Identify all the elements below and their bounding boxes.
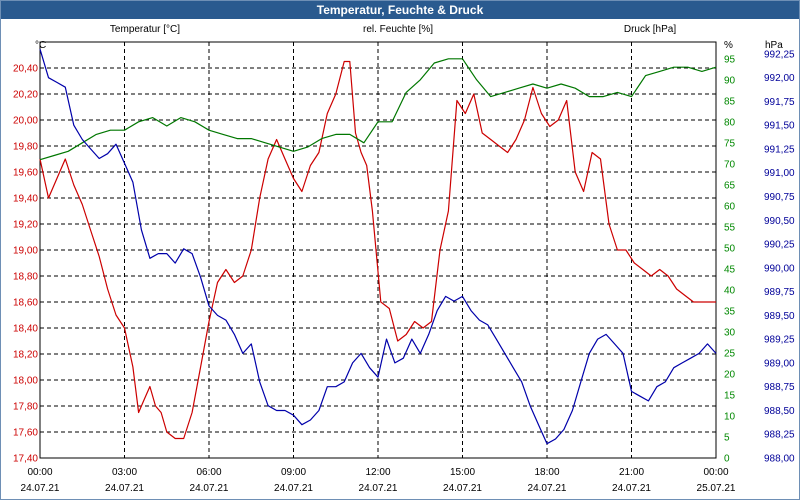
- y-right1-tick-label: 50: [724, 243, 736, 254]
- y-left-tick-label: 20,00: [13, 116, 38, 127]
- y-right1-unit: %: [724, 40, 733, 51]
- y-right2-tick-label: 991,25: [764, 144, 795, 155]
- x-tick-date: 24.07.21: [612, 483, 651, 494]
- y-left-unit: °C: [35, 40, 46, 51]
- y-right1-tick-label: 90: [724, 75, 736, 86]
- legend-humidity: rel. Feuchte [%]: [363, 24, 433, 35]
- y-right1-tick-label: 80: [724, 117, 736, 128]
- y-left-tick-label: 17,80: [13, 402, 38, 413]
- y-right1-tick-label: 65: [724, 180, 736, 191]
- y-right2-tick-label: 989,25: [764, 335, 795, 346]
- y-right1-tick-label: 70: [724, 159, 736, 170]
- series-pressure-line: [39, 48, 717, 445]
- y-right2-tick-label: 990,75: [764, 192, 795, 203]
- x-tick-date: 24.07.21: [105, 483, 144, 494]
- chart-title: Temperatur, Feuchte & Druck: [1, 1, 799, 19]
- y-right2-tick-label: 988,75: [764, 382, 795, 393]
- x-tick-time: 12:00: [365, 467, 390, 478]
- x-tick-time: 15:00: [450, 467, 475, 478]
- x-tick-time: 00:00: [703, 467, 728, 478]
- x-tick-time: 03:00: [112, 467, 137, 478]
- y-left-tick-label: 18,20: [13, 350, 38, 361]
- y-right2-tick-label: 990,50: [764, 216, 795, 227]
- y-right1-tick-label: 35: [724, 306, 736, 317]
- y-right2-tick-label: 989,50: [764, 311, 795, 322]
- x-tick-time: 09:00: [281, 467, 306, 478]
- y-right1-tick-label: 15: [724, 390, 736, 401]
- y-right2-tick-label: 992,25: [764, 49, 795, 60]
- axes: °C % hPa Temperatur [°C] rel. Feuchte [%…: [35, 24, 783, 51]
- x-tick-time: 06:00: [196, 467, 221, 478]
- y-right2-tick-label: 990,25: [764, 240, 795, 251]
- x-tick-time: 18:00: [534, 467, 559, 478]
- y-right1-tick-label: 30: [724, 327, 736, 338]
- y-left-tick-label: 18,40: [13, 324, 38, 335]
- x-tick-date: 24.07.21: [528, 483, 567, 494]
- x-tick-date: 24.07.21: [359, 483, 398, 494]
- y-right1-tick-label: 75: [724, 138, 736, 149]
- y-left-tick-label: 19,00: [13, 246, 38, 257]
- series-lines: [39, 48, 717, 445]
- y-right2-tick-label: 988,50: [764, 406, 795, 417]
- y-left-tick-label: 17,60: [13, 428, 38, 439]
- y-right2-tick-label: 989,75: [764, 287, 795, 298]
- x-tick-time: 00:00: [27, 467, 52, 478]
- y-right2-tick-label: 989,00: [764, 358, 795, 369]
- y-right1-tick-label: 85: [724, 96, 736, 107]
- y-right2-tick-label: 991,75: [764, 97, 795, 108]
- y-right2-tick-label: 992,00: [764, 73, 795, 84]
- y-right1-tick-label: 25: [724, 348, 736, 359]
- y-left-tick-label: 20,20: [13, 90, 38, 101]
- x-tick-time: 21:00: [619, 467, 644, 478]
- y-right2-tick-label: 988,00: [764, 454, 795, 465]
- y-right1-tick-label: 40: [724, 285, 736, 296]
- y-right1-tick-label: 95: [724, 54, 736, 65]
- x-tick-date: 25.07.21: [697, 483, 736, 494]
- y-right2-tick-label: 991,00: [764, 168, 795, 179]
- y-right1-tick-label: 45: [724, 264, 736, 275]
- x-tick-date: 24.07.21: [190, 483, 229, 494]
- y-right1-tick-label: 5: [724, 432, 730, 443]
- y-left-tick-label: 19,80: [13, 142, 38, 153]
- y-right1-tick-label: 10: [724, 411, 736, 422]
- y-right1-tick-label: 0: [724, 454, 730, 465]
- y-left-tick-label: 18,80: [13, 272, 38, 283]
- y-right2-tick-label: 991,50: [764, 121, 795, 132]
- y-right1-tick-label: 55: [724, 222, 736, 233]
- y-left-tick-label: 19,20: [13, 220, 38, 231]
- y-right2-tick-label: 988,25: [764, 430, 795, 441]
- y-left-tick-label: 17,40: [13, 454, 38, 465]
- y-right2-tick-label: 990,00: [764, 263, 795, 274]
- y-right2-unit: hPa: [765, 40, 783, 51]
- y-left-tick-label: 20,40: [13, 64, 38, 75]
- y-left-tick-label: 19,60: [13, 168, 38, 179]
- y-left-tick-label: 18,00: [13, 376, 38, 387]
- series-humidity-line: [39, 58, 717, 161]
- legend-pressure: Druck [hPa]: [624, 24, 676, 35]
- legend-temperature: Temperatur [°C]: [110, 24, 180, 35]
- y-right1-tick-label: 60: [724, 201, 736, 212]
- y-left-tick-label: 18,60: [13, 298, 38, 309]
- x-tick-date: 24.07.21: [443, 483, 482, 494]
- series-temperature-line: [39, 60, 716, 440]
- tick-labels: 17,40 17,60 17,80 18,00 18,20 18,40 18,60 18,80…: [13, 49, 795, 494]
- x-tick-date: 24.07.21: [21, 483, 60, 494]
- y-right1-tick-label: 20: [724, 369, 736, 380]
- y-left-tick-label: 19,40: [13, 194, 38, 205]
- x-tick-date: 24.07.21: [274, 483, 313, 494]
- grid: [39, 41, 717, 459]
